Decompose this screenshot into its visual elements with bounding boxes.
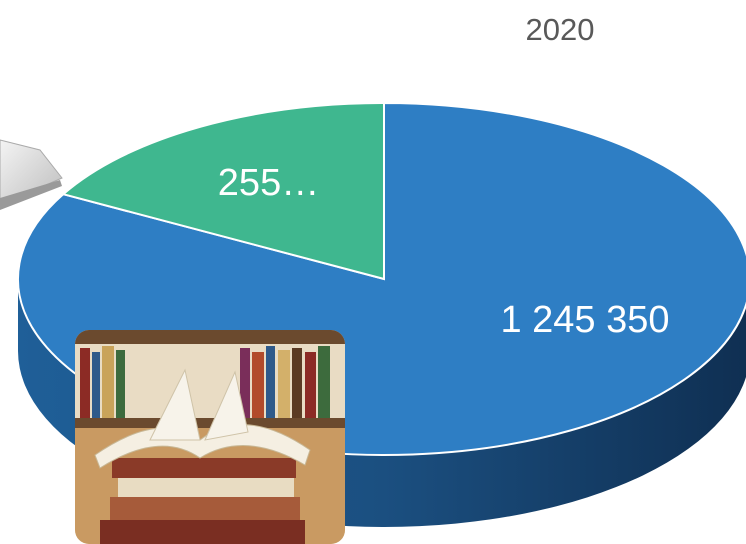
- books-picture: [75, 330, 345, 544]
- data-label: 255…: [218, 162, 319, 204]
- laptop-picture: [0, 140, 62, 210]
- chart-title: 2020: [526, 12, 595, 47]
- chart: 2020 1 245 350 255…: [0, 0, 746, 544]
- data-label: 1 245 350: [500, 299, 669, 341]
